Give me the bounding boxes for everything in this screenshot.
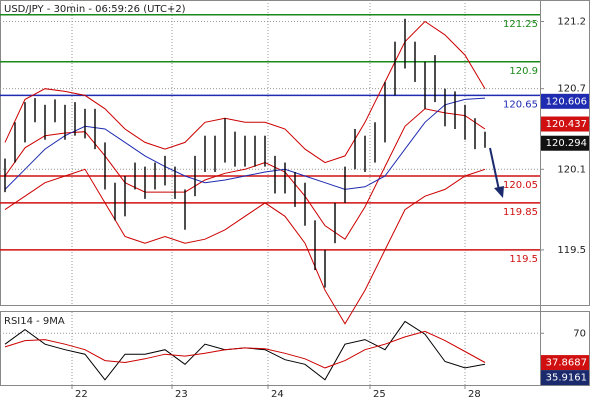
- price-marker-label: 35.9161: [546, 373, 587, 384]
- y-tick-label: 120.1: [557, 164, 586, 175]
- price-marker: [541, 355, 589, 371]
- x-tick-label: 23: [175, 389, 188, 400]
- y-tick-label: 121.2: [557, 16, 586, 27]
- price-marker-label: 37.8687: [546, 358, 587, 369]
- price-marker-label: 120.606: [546, 96, 587, 107]
- chart-title: USD/JPY - 30min - 06:59:26 (UTC+2): [4, 4, 186, 15]
- rsi-panel: [0, 311, 590, 386]
- level-label: 120.05: [503, 180, 538, 191]
- price-marker: [541, 135, 589, 151]
- price-marker: [541, 370, 589, 386]
- level-label: 121.25: [503, 19, 538, 30]
- price-marker-label: 120.294: [546, 138, 587, 149]
- price-marker-label: 120.437: [546, 119, 587, 130]
- level-label: 120.65: [503, 99, 538, 110]
- x-tick-label: 28: [468, 389, 481, 400]
- price-marker: [541, 116, 589, 132]
- price-panel: [0, 0, 590, 306]
- rsi-title: RSI14 - 9MA: [4, 316, 65, 327]
- y-tick-label: 70: [573, 328, 586, 339]
- x-tick-label: 22: [75, 389, 88, 400]
- arrow-head: [494, 186, 504, 198]
- x-tick-label: 25: [373, 389, 386, 400]
- y-tick-label: 119.5: [557, 245, 586, 256]
- x-tick-label: 24: [271, 389, 284, 400]
- price-marker: [541, 93, 589, 109]
- series-line: [4, 330, 486, 369]
- y-tick-label: 120.7: [557, 84, 586, 95]
- level-label: 120.9: [509, 66, 538, 77]
- arrow-shaft: [489, 147, 500, 191]
- level-label: 119.85: [503, 207, 538, 218]
- series-line: [4, 168, 486, 325]
- level-label: 119.5: [509, 254, 538, 265]
